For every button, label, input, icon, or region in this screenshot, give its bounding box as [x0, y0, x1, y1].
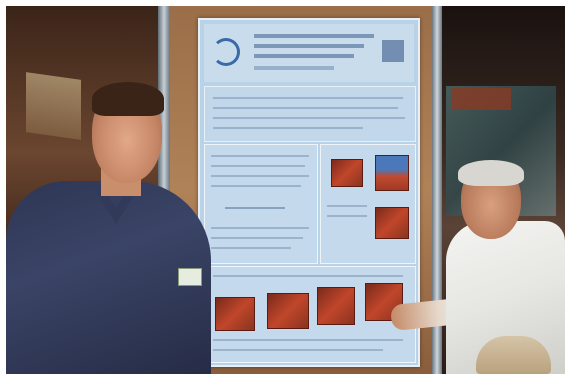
text-line [213, 339, 403, 341]
text-line [213, 107, 398, 109]
equation [225, 207, 285, 209]
poster-column-right [320, 144, 416, 264]
text-line [211, 155, 309, 157]
poster-authors-line [254, 66, 334, 70]
text-line [213, 127, 363, 129]
poster-logo-left [212, 38, 240, 66]
background-booth-sign [451, 88, 511, 110]
poster-title-line [254, 54, 354, 58]
text-line [211, 165, 305, 167]
visitor-right-bag [476, 336, 551, 374]
background-light-panel [26, 72, 81, 140]
text-line [213, 97, 403, 99]
text-line [211, 247, 291, 249]
poster-results [204, 266, 416, 363]
poster-figure [331, 159, 363, 187]
poster-title-line [254, 34, 374, 38]
visitor-right-hair [458, 160, 524, 186]
text-line [213, 117, 405, 119]
photograph [6, 6, 565, 374]
text-line [211, 227, 309, 229]
text-line [211, 237, 303, 239]
poster-figure [317, 287, 355, 325]
presenter-left-shirt [6, 181, 211, 374]
poster-column-left [204, 144, 318, 264]
poster-figure [375, 207, 409, 239]
text-line [211, 175, 309, 177]
text-line [327, 215, 367, 217]
poster-logo-right [382, 40, 404, 62]
text-line [213, 275, 403, 277]
poster-figure [375, 155, 409, 191]
presenter-left-hair [92, 82, 164, 116]
poster-header [204, 24, 414, 82]
text-line [213, 349, 383, 351]
text-line [211, 185, 301, 187]
board-pole-right [432, 6, 442, 374]
poster-title-line [254, 44, 364, 48]
poster-figure [215, 297, 255, 331]
poster-abstract [204, 86, 416, 142]
text-line [327, 205, 367, 207]
name-badge [178, 268, 202, 286]
poster-figure [267, 293, 309, 329]
scientific-poster [198, 18, 420, 367]
